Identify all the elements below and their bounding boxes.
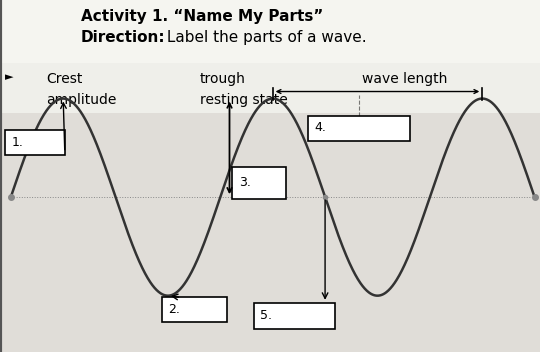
Text: 4.: 4. — [314, 121, 326, 134]
Text: Crest: Crest — [46, 72, 82, 86]
Text: Activity 1. “Name My Parts”: Activity 1. “Name My Parts” — [81, 9, 323, 24]
FancyBboxPatch shape — [0, 0, 540, 63]
FancyBboxPatch shape — [0, 113, 540, 352]
Text: Label the parts of a wave.: Label the parts of a wave. — [162, 30, 367, 45]
FancyBboxPatch shape — [162, 297, 227, 322]
Text: 2.: 2. — [168, 303, 180, 316]
Text: trough: trough — [200, 72, 246, 86]
Text: resting state: resting state — [200, 93, 288, 107]
Text: Direction:: Direction: — [81, 30, 166, 45]
Text: wave length: wave length — [362, 72, 447, 86]
FancyBboxPatch shape — [5, 130, 65, 155]
Text: 1.: 1. — [12, 136, 24, 149]
Text: 3.: 3. — [239, 176, 251, 189]
Text: ►: ► — [5, 72, 14, 82]
Text: amplitude: amplitude — [46, 93, 116, 107]
FancyBboxPatch shape — [232, 167, 286, 199]
FancyBboxPatch shape — [0, 63, 540, 113]
Text: 5.: 5. — [260, 309, 272, 322]
FancyBboxPatch shape — [254, 303, 335, 329]
FancyBboxPatch shape — [308, 116, 410, 141]
